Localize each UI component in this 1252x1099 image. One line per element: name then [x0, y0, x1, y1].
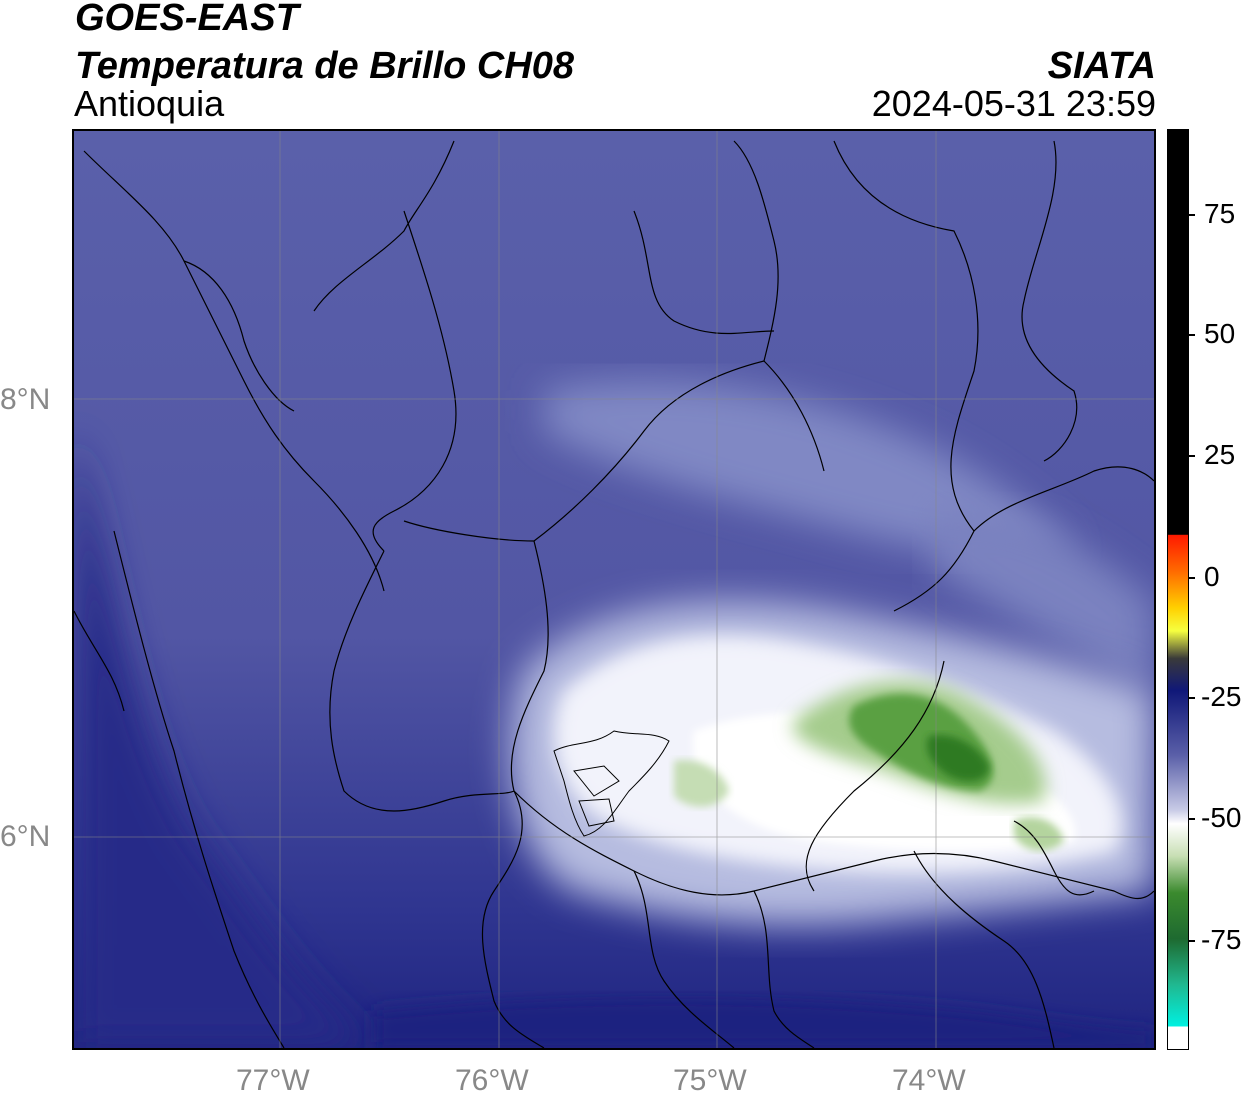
cb-tick-mark — [1189, 214, 1195, 216]
cb-label-minus50: -50 — [1201, 802, 1242, 833]
cb-tick-mark — [1189, 577, 1195, 579]
lon-tick-75w: 75°W — [673, 1064, 747, 1097]
region-label: Antioquia — [74, 83, 225, 124]
cb-tick-mark — [1189, 940, 1195, 942]
cb-label-50: 50 — [1204, 318, 1236, 349]
lon-tick-76w: 76°W — [455, 1064, 529, 1097]
cb-label-minus75: -75 — [1201, 924, 1242, 955]
cb-tick-mark — [1189, 697, 1195, 699]
org-label: SIATA — [1047, 45, 1156, 87]
cb-label-75: 75 — [1204, 198, 1236, 229]
dark-south-region — [374, 996, 1154, 1048]
cold-top-small-east — [1014, 817, 1064, 851]
colorbar — [1167, 129, 1189, 1050]
cb-tick-mark — [1189, 818, 1195, 820]
cloud-core-white — [692, 712, 1076, 851]
colorbar-gradient — [1168, 130, 1188, 1049]
political-boundaries — [74, 140, 1154, 1048]
light-band-east — [934, 509, 1154, 691]
cb-tick-mark — [1189, 455, 1195, 457]
lat-tick-6n: 6°N — [0, 820, 51, 853]
graticule — [74, 131, 1154, 1048]
dark-west-region — [74, 431, 374, 1048]
cb-label-0: 0 — [1204, 561, 1220, 592]
title-line1: GOES-EAST — [75, 0, 299, 39]
municipality-cluster — [553, 730, 670, 837]
satellite-map[interactable] — [72, 129, 1156, 1050]
lon-tick-74w: 74°W — [892, 1064, 966, 1097]
map-image — [74, 131, 1154, 1048]
cb-label-25: 25 — [1204, 439, 1236, 470]
cb-label-minus25: -25 — [1201, 681, 1242, 712]
lon-tick-77w: 77°W — [236, 1064, 310, 1097]
datetime-label: 2024-05-31 23:59 — [871, 83, 1156, 124]
lat-tick-8n: 8°N — [0, 383, 51, 416]
cold-top-small-west — [674, 760, 729, 807]
cold-top-dark-green — [926, 735, 989, 782]
title-line2: Temperatura de Brillo CH08 — [75, 45, 575, 87]
cb-tick-mark — [1189, 334, 1195, 336]
